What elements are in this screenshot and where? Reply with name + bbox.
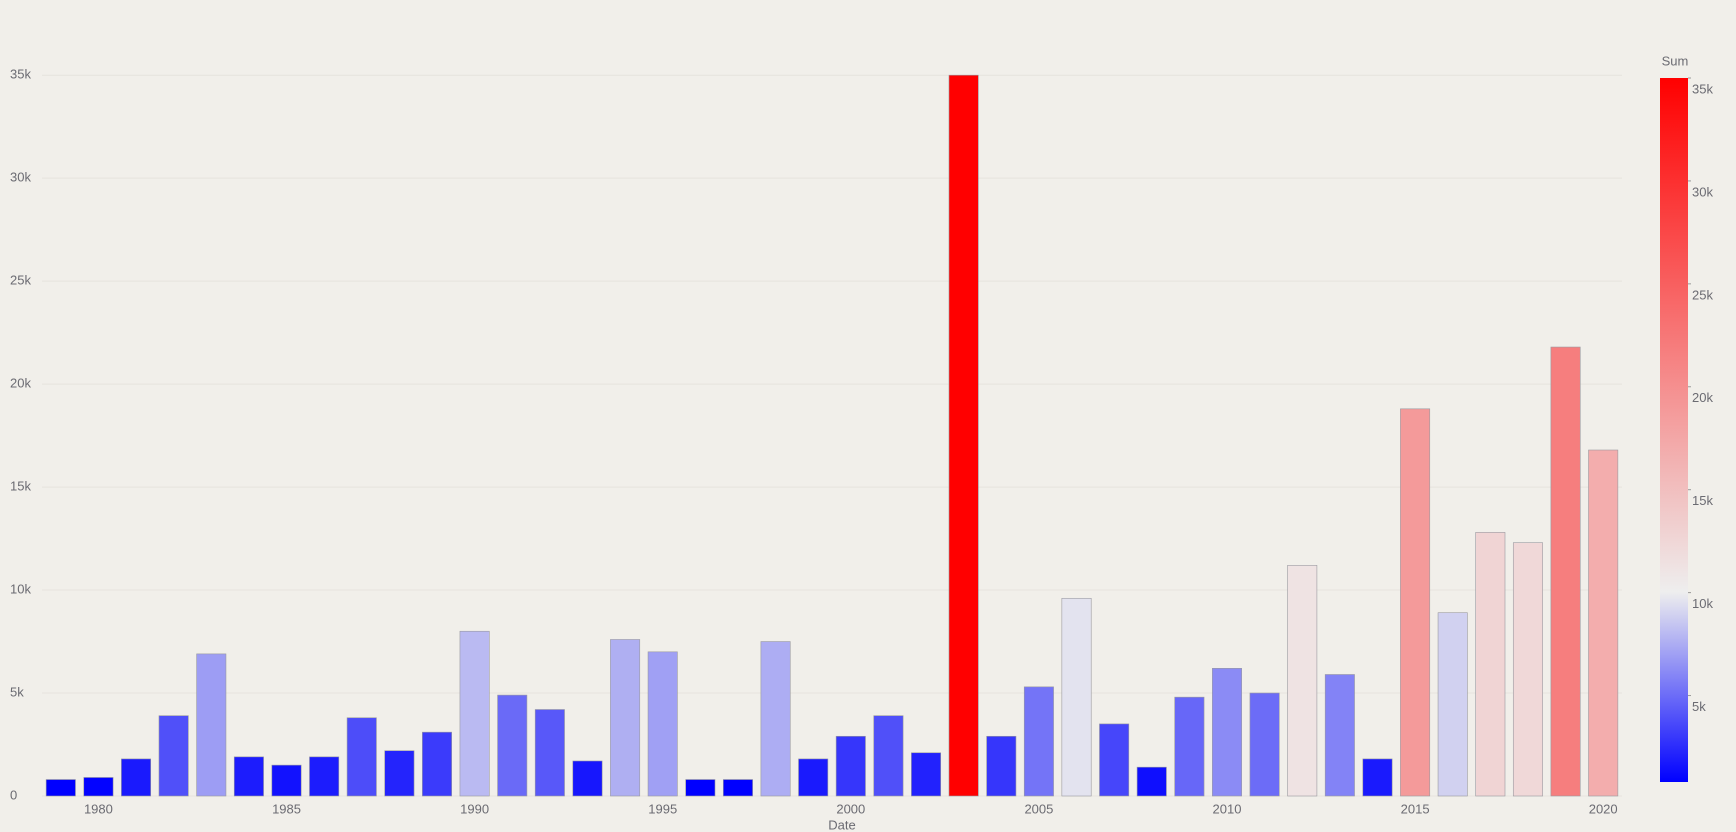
bar [1023, 686, 1054, 797]
y-tick-label: 5k [10, 684, 24, 699]
x-tick-label: 1985 [272, 801, 301, 816]
bar [647, 651, 678, 797]
bar [1287, 565, 1318, 797]
colorbar-tick-label: 20k [1692, 390, 1713, 405]
bar [1061, 597, 1092, 797]
colorbar-tick-label: 25k [1692, 287, 1713, 302]
colorbar-tick-label: 35k [1692, 81, 1713, 96]
colorbar-tick-label: 10k [1692, 596, 1713, 611]
bar [835, 735, 866, 797]
bar [760, 641, 791, 797]
bar [1550, 346, 1581, 797]
bar [685, 779, 716, 797]
y-tick-label: 0 [10, 787, 17, 802]
bar [121, 758, 152, 797]
x-tick-label: 2015 [1401, 801, 1430, 816]
colorbar-title: Sum [1662, 53, 1689, 68]
bar [873, 715, 904, 797]
bar [610, 639, 641, 797]
bar [986, 735, 1017, 797]
bar [422, 731, 452, 797]
x-tick-label: 2010 [1213, 801, 1242, 816]
colorbar-tick-label: 30k [1692, 184, 1713, 199]
bar [497, 694, 528, 797]
bar [384, 750, 415, 797]
bar [948, 74, 979, 797]
bar [1174, 696, 1205, 797]
colorbar-tick-label: 5k [1692, 699, 1706, 714]
x-tick-label: 1980 [84, 801, 113, 816]
bar [83, 777, 114, 797]
x-tick-label: 2005 [1024, 801, 1053, 816]
colorbar [1660, 78, 1688, 782]
bar [1512, 542, 1543, 797]
x-tick-label: 1995 [648, 801, 677, 816]
bar [1362, 758, 1393, 797]
bar [1437, 612, 1468, 797]
bar [722, 779, 753, 797]
colorbar-tick-label: 15k [1692, 493, 1713, 508]
bar [459, 630, 490, 797]
bar [309, 756, 340, 797]
bar [1099, 723, 1130, 797]
bar [196, 653, 227, 797]
y-tick-label: 20k [10, 376, 31, 391]
x-tick-label: 1990 [460, 801, 489, 816]
bar [534, 709, 565, 797]
bar [1324, 674, 1355, 797]
bar [271, 764, 302, 797]
bar [158, 715, 189, 797]
x-tick-label: 2020 [1589, 801, 1618, 816]
bar [1475, 532, 1506, 797]
bar [572, 760, 603, 797]
bar [1136, 766, 1167, 797]
bar [346, 717, 377, 797]
y-tick-label: 30k [10, 170, 31, 185]
bar [1400, 408, 1431, 797]
bar [1588, 449, 1619, 797]
bar [798, 758, 829, 797]
y-tick-label: 35k [10, 67, 31, 82]
bar [911, 752, 942, 797]
bar [45, 779, 76, 797]
y-tick-label: 25k [10, 273, 31, 288]
y-tick-label: 15k [10, 479, 31, 494]
x-tick-label: 2000 [836, 801, 865, 816]
x-axis-title: Date [828, 817, 855, 832]
bar [1212, 668, 1242, 797]
bar [1249, 692, 1280, 797]
bar [233, 756, 264, 797]
y-tick-label: 10k [10, 581, 31, 596]
